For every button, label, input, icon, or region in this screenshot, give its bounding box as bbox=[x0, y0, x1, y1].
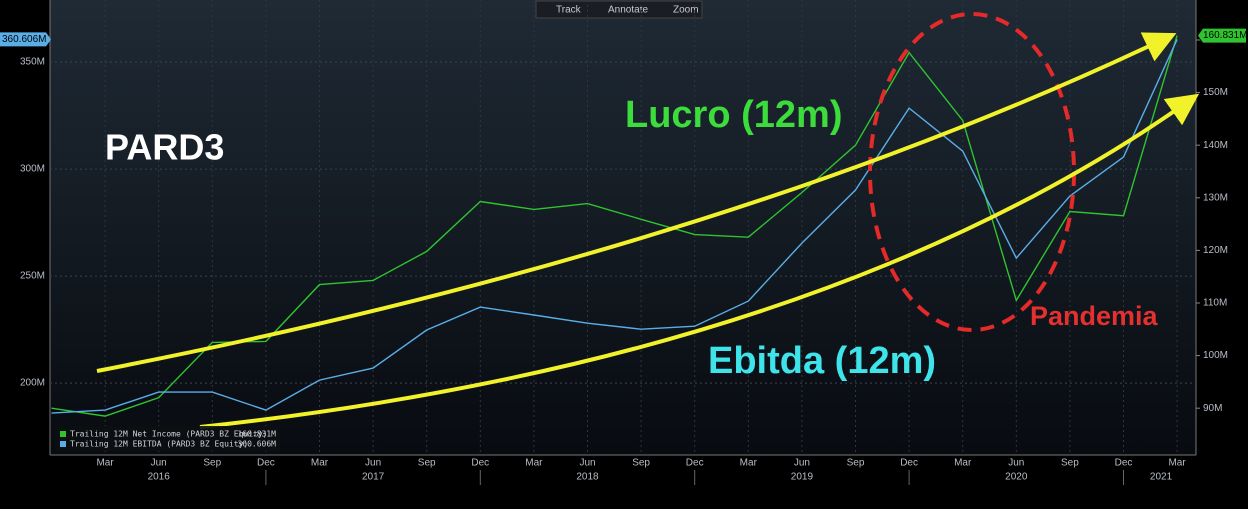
value-badge bbox=[0, 32, 51, 47]
legend-label: Trailing 12M EBITDA (PARD3 BZ Equity) bbox=[70, 440, 248, 449]
y2-tick-label: 150M bbox=[1203, 87, 1228, 98]
y2-tick-label: 90M bbox=[1203, 403, 1222, 414]
x-tick-label: Dec bbox=[471, 458, 489, 469]
value-badge bbox=[1198, 28, 1246, 43]
y-tick-label: 200M bbox=[20, 378, 45, 389]
y-tick-label: 250M bbox=[20, 271, 45, 282]
trend-arrow bbox=[96, 32, 1177, 373]
plot-bg bbox=[50, 0, 1196, 455]
x-tick-label: Jun bbox=[365, 458, 381, 469]
y2-tick-label: 130M bbox=[1203, 192, 1228, 203]
x-tick-label: Mar bbox=[96, 458, 114, 469]
x-tick-label: Sep bbox=[203, 458, 221, 469]
legend: Trailing 12M Net Income (PARD3 BZ Equity… bbox=[55, 426, 280, 451]
x-tick-label: Mar bbox=[954, 458, 972, 469]
toolbar-bg bbox=[535, 0, 703, 19]
x-tick-label: Mar bbox=[740, 458, 758, 469]
y-tick-label: 350M bbox=[20, 57, 45, 68]
track-button[interactable]: Track bbox=[556, 5, 582, 16]
x-tick-label: Jun bbox=[794, 458, 810, 469]
x-tick-label: Sep bbox=[847, 458, 865, 469]
legend-value: 160.831M bbox=[237, 430, 276, 439]
annotation: Pandemia bbox=[1030, 301, 1159, 331]
legend-swatch bbox=[60, 441, 66, 447]
x-year-label: 2020 bbox=[1005, 472, 1028, 483]
legend-label: Trailing 12M Net Income (PARD3 BZ Equity… bbox=[70, 430, 267, 439]
x-year-label: 2021 bbox=[1150, 472, 1173, 483]
x-year-label: 2018 bbox=[576, 472, 599, 483]
plot bbox=[50, 0, 1196, 455]
annotation: Ebitda (12m) bbox=[708, 340, 936, 382]
y2-tick-label: 140M bbox=[1203, 140, 1228, 151]
x-year-label: 2017 bbox=[362, 472, 385, 483]
annotation: Lucro (12m) bbox=[625, 94, 842, 136]
x-year-label: 2016 bbox=[148, 472, 171, 483]
zoom-button[interactable]: Zoom bbox=[673, 5, 699, 16]
x-tick-label: Sep bbox=[1061, 458, 1079, 469]
x-tick-label: Dec bbox=[686, 458, 704, 469]
x-year-label: 2019 bbox=[791, 472, 814, 483]
x-tick-label: Mar bbox=[525, 458, 543, 469]
x-tick-label: Dec bbox=[257, 458, 275, 469]
series-line bbox=[51, 39, 1178, 414]
toolbar: Track Annotate Zoom bbox=[535, 0, 703, 19]
annotation: PARD3 bbox=[105, 127, 224, 168]
x-tick-label: Sep bbox=[418, 458, 436, 469]
y2-tick-label: 100M bbox=[1203, 350, 1228, 361]
x-tick-label: Jun bbox=[151, 458, 167, 469]
legend-bg bbox=[55, 426, 280, 451]
x-tick-label: Mar bbox=[311, 458, 329, 469]
legend-value: 360.606M bbox=[237, 440, 276, 449]
y2-tick-label: 120M bbox=[1203, 245, 1228, 256]
annotate-button[interactable]: Annotate bbox=[608, 5, 648, 16]
y-tick-label: 300M bbox=[20, 164, 45, 175]
x-tick-label: Jun bbox=[579, 458, 595, 469]
value-label: 160.831M bbox=[1203, 30, 1247, 41]
x-tick-label: Mar bbox=[1168, 458, 1186, 469]
trend-arrow bbox=[199, 93, 1200, 429]
legend-swatch bbox=[60, 431, 66, 437]
x-tick-label: Dec bbox=[900, 458, 918, 469]
x-axis-bg bbox=[0, 455, 1248, 509]
y2-tick-label: 110M bbox=[1203, 298, 1227, 309]
x-tick-label: Dec bbox=[1115, 458, 1133, 469]
x-tick-label: Sep bbox=[632, 458, 650, 469]
x-tick-label: Jun bbox=[1008, 458, 1024, 469]
value-label: 360.606M bbox=[2, 34, 46, 45]
